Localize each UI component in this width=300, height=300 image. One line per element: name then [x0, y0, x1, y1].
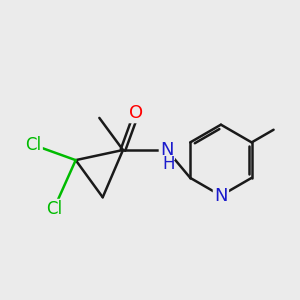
Text: N: N — [214, 187, 228, 205]
Text: H: H — [162, 155, 175, 173]
Text: N: N — [160, 141, 174, 159]
Text: Cl: Cl — [46, 200, 62, 218]
Text: Cl: Cl — [26, 136, 41, 154]
Text: O: O — [129, 104, 144, 122]
